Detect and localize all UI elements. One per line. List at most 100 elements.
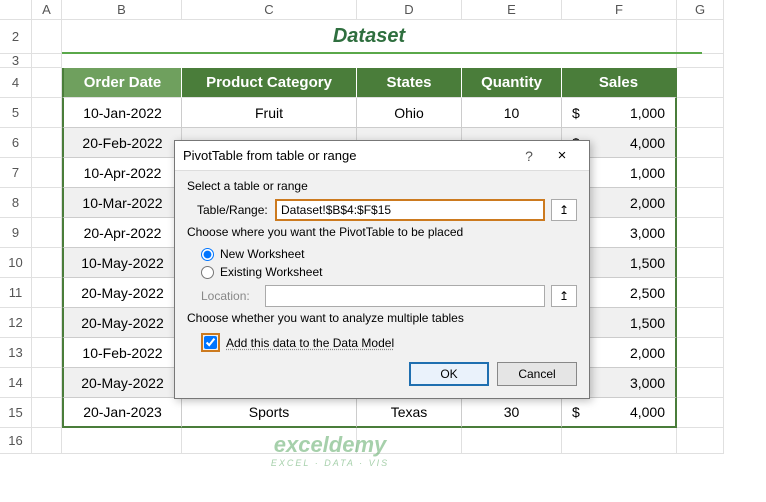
cancel-button[interactable]: Cancel xyxy=(497,362,577,386)
section-label: Select a table or range xyxy=(187,179,577,193)
col-header[interactable]: G xyxy=(677,0,724,20)
location-picker-button[interactable]: ↥ xyxy=(551,285,577,307)
col-header[interactable]: C xyxy=(182,0,357,20)
help-icon[interactable]: ? xyxy=(515,148,543,164)
cell[interactable] xyxy=(32,278,62,308)
cell[interactable] xyxy=(677,308,724,338)
cell[interactable] xyxy=(677,278,724,308)
table-cell[interactable]: 10 xyxy=(462,98,562,128)
ok-button[interactable]: OK xyxy=(409,362,489,386)
table-cell[interactable]: Ohio xyxy=(357,98,462,128)
table-cell[interactable]: Sports xyxy=(182,398,357,428)
corner-cell[interactable] xyxy=(0,0,32,20)
table-cell[interactable]: 20-May-2022 xyxy=(62,308,182,338)
cell[interactable] xyxy=(677,54,724,68)
cell[interactable] xyxy=(32,98,62,128)
cell[interactable] xyxy=(62,54,677,68)
row-header[interactable]: 11 xyxy=(0,278,32,308)
table-cell[interactable]: $1,000 xyxy=(562,98,677,128)
col-header[interactable]: B xyxy=(62,0,182,20)
range-input[interactable] xyxy=(275,199,545,221)
row-header[interactable]: 3 xyxy=(0,54,32,68)
cell[interactable] xyxy=(32,338,62,368)
cell[interactable] xyxy=(677,338,724,368)
cell[interactable] xyxy=(677,68,724,98)
col-header[interactable]: D xyxy=(357,0,462,20)
table-cell[interactable]: 20-May-2022 xyxy=(62,278,182,308)
cell[interactable] xyxy=(677,218,724,248)
existing-worksheet-radio[interactable] xyxy=(201,266,214,279)
row-header[interactable]: 14 xyxy=(0,368,32,398)
row-header[interactable]: 15 xyxy=(0,398,32,428)
table-cell[interactable]: 10-Mar-2022 xyxy=(62,188,182,218)
cell[interactable] xyxy=(562,428,677,454)
cell[interactable] xyxy=(32,398,62,428)
cell[interactable] xyxy=(677,188,724,218)
col-header[interactable]: A xyxy=(32,0,62,20)
table-cell[interactable]: Fruit xyxy=(182,98,357,128)
table-header[interactable]: Order Date xyxy=(62,68,182,98)
row-header[interactable]: 9 xyxy=(0,218,32,248)
cell[interactable] xyxy=(357,428,462,454)
table-cell[interactable]: 20-Feb-2022 xyxy=(62,128,182,158)
table-cell[interactable]: $4,000 xyxy=(562,398,677,428)
table-header[interactable]: Quantity xyxy=(462,68,562,98)
table-header[interactable]: Sales xyxy=(562,68,677,98)
cell[interactable] xyxy=(677,20,724,54)
table-header[interactable]: States xyxy=(357,68,462,98)
col-header[interactable]: F xyxy=(562,0,677,20)
row-header[interactable]: 13 xyxy=(0,338,32,368)
row-header[interactable]: 6 xyxy=(0,128,32,158)
row-header[interactable]: 8 xyxy=(0,188,32,218)
cell[interactable] xyxy=(32,68,62,98)
row-header[interactable]: 7 xyxy=(0,158,32,188)
row-header[interactable]: 16 xyxy=(0,428,32,454)
cell[interactable] xyxy=(677,428,724,454)
cell[interactable] xyxy=(32,54,62,68)
cell[interactable] xyxy=(182,428,357,454)
title-cell[interactable]: Dataset xyxy=(62,20,677,54)
cell[interactable] xyxy=(32,368,62,398)
row-header[interactable]: 4 xyxy=(0,68,32,98)
cell[interactable] xyxy=(677,368,724,398)
table-cell[interactable]: Texas xyxy=(357,398,462,428)
cell[interactable] xyxy=(32,428,62,454)
cell[interactable] xyxy=(677,398,724,428)
section-label: Choose whether you want to analyze multi… xyxy=(187,311,577,325)
row-header[interactable]: 10 xyxy=(0,248,32,278)
cell[interactable] xyxy=(62,428,182,454)
table-cell[interactable]: 10-Feb-2022 xyxy=(62,338,182,368)
table-cell[interactable]: 20-Jan-2023 xyxy=(62,398,182,428)
range-picker-button[interactable]: ↥ xyxy=(551,199,577,221)
table-cell[interactable]: 10-Jan-2022 xyxy=(62,98,182,128)
dialog-titlebar[interactable]: PivotTable from table or range ? × xyxy=(175,141,589,171)
table-cell[interactable]: 10-May-2022 xyxy=(62,248,182,278)
table-header[interactable]: Product Category xyxy=(182,68,357,98)
cell[interactable] xyxy=(462,428,562,454)
col-header[interactable]: E xyxy=(462,0,562,20)
table-cell[interactable]: 20-Apr-2022 xyxy=(62,218,182,248)
close-icon[interactable]: × xyxy=(543,147,581,164)
table-cell[interactable]: 10-Apr-2022 xyxy=(62,158,182,188)
cell[interactable] xyxy=(677,248,724,278)
row-header[interactable]: 2 xyxy=(0,20,32,54)
cell[interactable] xyxy=(32,188,62,218)
cell[interactable] xyxy=(32,248,62,278)
cell[interactable] xyxy=(32,158,62,188)
table-cell[interactable]: 30 xyxy=(462,398,562,428)
cell[interactable] xyxy=(32,218,62,248)
cell[interactable] xyxy=(32,20,62,54)
cell[interactable] xyxy=(32,308,62,338)
cell[interactable] xyxy=(677,158,724,188)
range-label: Table/Range: xyxy=(187,203,269,217)
new-worksheet-radio[interactable] xyxy=(201,248,214,261)
pivottable-dialog: PivotTable from table or range ? × Selec… xyxy=(174,140,590,399)
row-header[interactable]: 5 xyxy=(0,98,32,128)
location-input xyxy=(265,285,545,307)
cell[interactable] xyxy=(677,128,724,158)
data-model-checkbox[interactable] xyxy=(204,336,217,349)
cell[interactable] xyxy=(32,128,62,158)
cell[interactable] xyxy=(677,98,724,128)
row-header[interactable]: 12 xyxy=(0,308,32,338)
table-cell[interactable]: 20-May-2022 xyxy=(62,368,182,398)
